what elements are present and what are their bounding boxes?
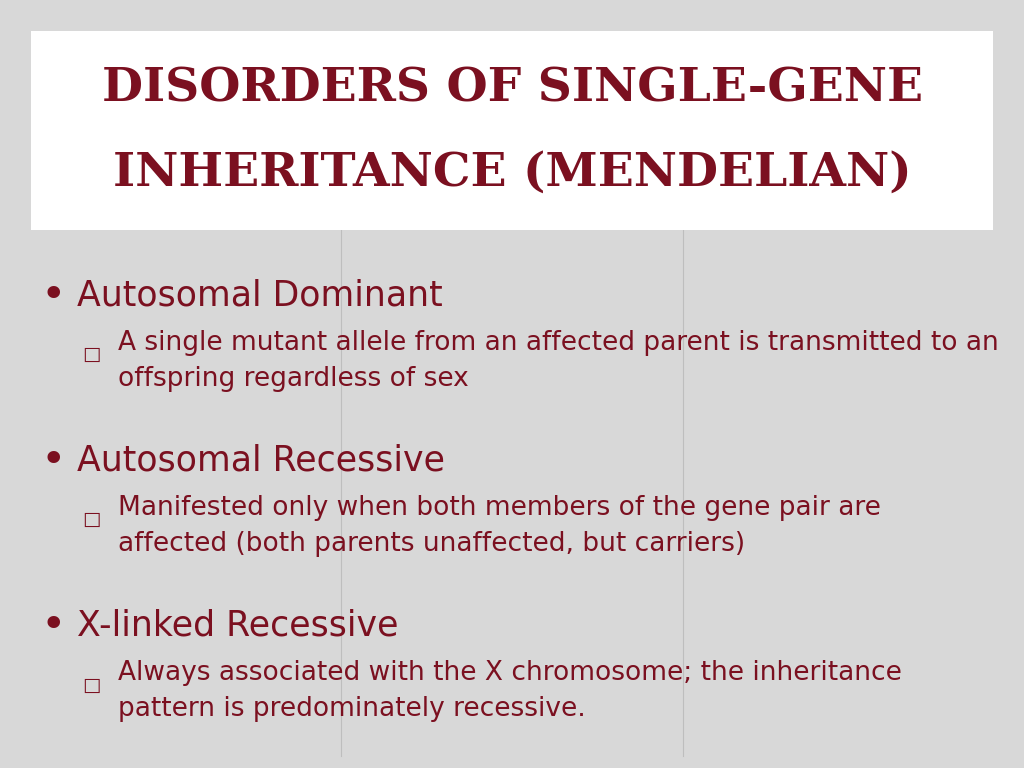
Text: Autosomal Recessive: Autosomal Recessive bbox=[77, 444, 444, 478]
Text: □: □ bbox=[82, 676, 100, 694]
Text: •: • bbox=[41, 275, 67, 316]
Text: Autosomal Dominant: Autosomal Dominant bbox=[77, 279, 442, 313]
FancyBboxPatch shape bbox=[15, 12, 1009, 756]
Text: X-linked Recessive: X-linked Recessive bbox=[77, 609, 398, 643]
Text: □: □ bbox=[82, 346, 100, 364]
Text: DISORDERS OF SINGLE-GENE: DISORDERS OF SINGLE-GENE bbox=[101, 65, 923, 111]
Text: A single mutant allele from an affected parent is transmitted to an
offspring re: A single mutant allele from an affected … bbox=[118, 330, 998, 392]
Text: Always associated with the X chromosome; the inheritance
pattern is predominatel: Always associated with the X chromosome;… bbox=[118, 660, 902, 722]
Text: □: □ bbox=[82, 511, 100, 529]
Text: •: • bbox=[41, 440, 67, 482]
FancyBboxPatch shape bbox=[31, 31, 993, 230]
Text: Manifested only when both members of the gene pair are
affected (both parents un: Manifested only when both members of the… bbox=[118, 495, 881, 557]
Text: •: • bbox=[41, 605, 67, 647]
Text: INHERITANCE (MENDELIAN): INHERITANCE (MENDELIAN) bbox=[113, 150, 911, 196]
